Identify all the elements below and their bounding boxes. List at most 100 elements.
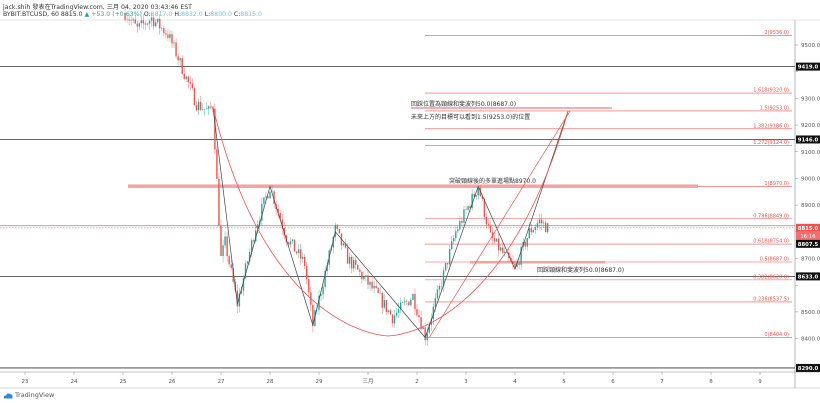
candle-body	[540, 219, 543, 224]
x-tick-label: 26	[169, 379, 176, 385]
candle-body	[369, 281, 371, 285]
candle-body	[222, 245, 224, 257]
candle-body	[297, 249, 300, 254]
candle-body	[142, 20, 145, 24]
candle-body	[312, 304, 314, 327]
candle-body	[379, 292, 381, 294]
candle-body	[446, 263, 449, 265]
fib-level-label: 1.5(9253.0)	[760, 105, 789, 111]
candle-body	[128, 19, 130, 21]
y-tick-label: 8400.0	[801, 337, 820, 343]
candle-body	[301, 256, 304, 259]
candle-body	[336, 224, 339, 230]
candle-body	[246, 261, 249, 264]
tradingview-logo[interactable]: TradingView	[3, 391, 54, 399]
candle-body	[530, 228, 533, 233]
y-tick-label: 8700.0	[801, 257, 820, 263]
candle-body	[287, 242, 290, 245]
candle-body	[546, 223, 549, 233]
candle-body	[544, 222, 547, 233]
logo-text: TradingView	[15, 391, 55, 399]
candle-body	[426, 332, 428, 341]
candle-body	[387, 310, 390, 313]
close-label: C:	[233, 11, 241, 18]
secondary-price-badge-label: 8807.5	[798, 242, 819, 248]
candle-body	[455, 231, 457, 239]
countdown-label: 16:16	[800, 234, 816, 240]
candle-body	[255, 230, 257, 242]
price-chart[interactable]: 2(9536.0) 1.618(9320.0) 1.5(9253.0) 1.382(9…	[0, 0, 820, 390]
candle-body	[316, 309, 318, 311]
candle-body	[236, 290, 239, 307]
annotation-neckline-retest[interactable]: 回踩位置為頸線和斐波列50.0(8687.0)	[411, 100, 516, 108]
candle-body	[293, 239, 296, 252]
candle-body	[477, 188, 479, 196]
cup-curve[interactable]	[212, 106, 569, 337]
candle-body	[291, 239, 294, 242]
candle-body	[481, 196, 484, 199]
candle-body	[263, 197, 265, 204]
candle-body	[428, 325, 430, 333]
close-value: 8815.0	[240, 11, 262, 18]
x-tick-label: 5	[562, 379, 566, 385]
candle-body	[228, 256, 230, 265]
pattern-zigzag-line[interactable]	[212, 106, 569, 339]
candle-body	[377, 287, 379, 293]
candle-body	[167, 34, 169, 38]
x-tick-label: 7	[660, 379, 664, 385]
candle-body	[434, 298, 437, 307]
candle-body	[173, 42, 175, 44]
candle-body	[140, 20, 143, 24]
candle-body	[506, 251, 508, 253]
candle-body	[542, 222, 545, 224]
fib-level-label: 0.786(8849.0)	[753, 213, 789, 219]
open-value: 8817.0	[150, 11, 173, 18]
candle-body	[189, 82, 192, 84]
candle-body	[332, 236, 334, 248]
retest-zone-line[interactable]	[470, 260, 605, 264]
candle-body	[306, 265, 308, 280]
candle-body	[216, 149, 218, 179]
price-change: ▲ +53.0 (+0.63%)	[84, 11, 142, 18]
annotation-entry[interactable]: 突破頸線後的多單進場點8970.0	[449, 177, 536, 185]
tradingview-cloud-icon	[3, 393, 13, 398]
x-tick-label: 2	[415, 379, 419, 385]
candle-body	[399, 302, 402, 310]
candle-body	[195, 105, 198, 111]
symbol-label[interactable]: BYBIT:BTCUSD, 60	[3, 11, 59, 18]
candle-body	[350, 256, 353, 269]
candle-body	[171, 34, 173, 44]
x-tick-label: 24	[71, 379, 78, 385]
x-tick-label: 25	[120, 379, 127, 385]
x-tick-label: 9	[758, 379, 762, 385]
candle-body	[461, 220, 463, 223]
annotation-target[interactable]: 未來上方的目標可以看到1.5(9253.0)的位置	[411, 113, 530, 121]
annotation-neckline-retest-bottom[interactable]: 回踩頸線和斐波列50.0(8687.0)	[537, 266, 624, 274]
candle-body	[271, 191, 273, 192]
candle-body	[361, 271, 363, 280]
candle-body	[157, 18, 159, 23]
candle-body	[393, 315, 396, 324]
candle-body	[273, 191, 275, 205]
secondary-price-badge	[796, 239, 820, 248]
candle-body	[338, 229, 341, 234]
candle-body	[348, 256, 351, 264]
candle-body	[497, 238, 500, 251]
y-tick-label: 9000.0	[801, 176, 820, 182]
candle-body	[334, 224, 337, 237]
candle-body	[281, 219, 283, 229]
entry-zone-line[interactable]	[128, 184, 698, 188]
candle-body	[397, 309, 400, 313]
fib-level-label: 1.272(9124.0)	[753, 140, 789, 146]
candle-body	[404, 301, 406, 303]
trend-line[interactable]	[428, 110, 571, 338]
candle-body	[373, 286, 375, 289]
candle-body	[163, 28, 165, 34]
y-tick-label: 9200.0	[801, 123, 820, 129]
candle-body	[410, 299, 412, 306]
candle-body	[495, 238, 498, 242]
candle-body	[514, 263, 516, 267]
candle-body	[322, 286, 324, 295]
candle-body	[240, 290, 243, 294]
candle-body	[161, 28, 163, 29]
